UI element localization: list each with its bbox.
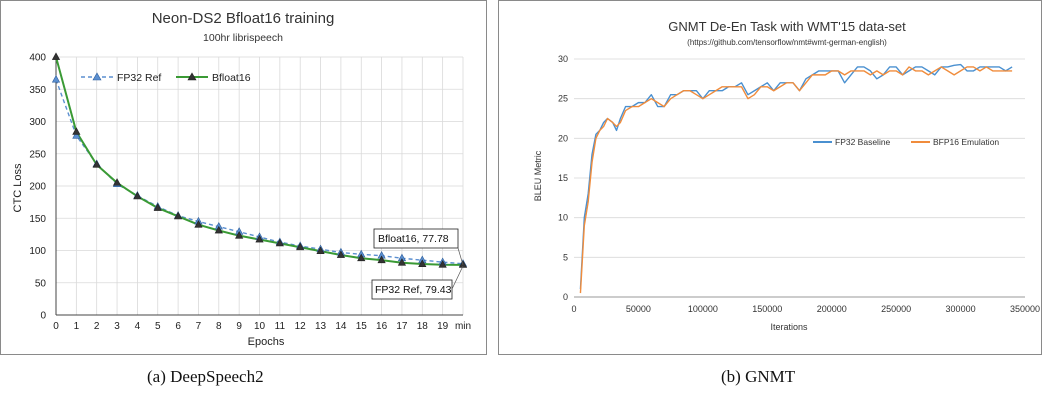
y-tick-label: 0 (40, 311, 46, 322)
data-point-bfloat16 (194, 220, 203, 228)
data-point-bfloat16 (72, 127, 81, 135)
y-tick-label: 150 (29, 214, 46, 225)
data-point-bfloat16 (418, 259, 427, 267)
x-tick-label: 2 (94, 321, 100, 332)
chart-b-legend: FP32 Baseline BFP16 Emulation (813, 137, 999, 147)
chart-b-ylabel: BLEU Metric (533, 150, 543, 201)
data-point-bfloat16 (397, 258, 407, 266)
chart-a-subtitle: 100hr librispeech (203, 32, 283, 44)
data-point-fp32-ref (72, 131, 81, 139)
y-tick-label: 300 (29, 117, 46, 128)
data-point-bfloat16 (275, 238, 284, 247)
x-tick-label: 5 (155, 321, 161, 332)
data-point-bfloat16 (214, 225, 223, 234)
x-tick-label: 18 (417, 321, 429, 332)
x-tick-label: 100000 (688, 304, 718, 314)
data-point-bfloat16 (92, 160, 101, 168)
y-tick-label: 0 (563, 292, 568, 302)
y-tick-label: 200 (29, 182, 46, 193)
chart-b-title: GNMT De-En Task with WMT'15 data-set (668, 19, 906, 34)
x-tick-label: 300000 (946, 304, 976, 314)
data-point-bfloat16 (255, 234, 264, 243)
caption-gnmt: (b) GNMT (721, 367, 796, 386)
data-point-bfloat16 (296, 242, 305, 251)
x-tick-label: 17 (396, 321, 408, 332)
x-tick-label: min (455, 321, 471, 332)
x-tick-label: 12 (295, 321, 307, 332)
data-point-bfloat16 (173, 211, 183, 220)
data-point-bfloat16 (112, 178, 122, 186)
series-line-fp32-baseline (579, 63, 1013, 290)
y-tick-label: 350 (29, 85, 46, 96)
y-tick-label: 400 (29, 53, 46, 64)
data-point-bfloat16 (133, 191, 142, 200)
annotation-fp32-ref: FP32 Ref, 79.43 (375, 284, 452, 296)
x-tick-label: 0 (571, 304, 576, 314)
x-tick-label: 19 (437, 321, 449, 332)
data-point-bfloat16 (316, 246, 325, 255)
data-point-fp32-ref (51, 74, 61, 83)
data-point-bfloat16 (235, 231, 244, 239)
data-point-bfloat16 (357, 253, 366, 262)
legend-marker-bfloat16 (187, 72, 197, 81)
x-tick-label: 15 (356, 321, 368, 332)
x-tick-label: 16 (376, 321, 388, 332)
gnmt-chart-panel: GNMT De-En Task with WMT'15 data-set (ht… (498, 0, 1042, 355)
x-tick-label: 8 (216, 321, 222, 332)
y-tick-label: 25 (558, 94, 568, 104)
data-point-bfloat16 (51, 52, 61, 60)
chart-a-annotations: Bfloat16, 77.78 FP32 Ref, 79.43 (371, 228, 464, 300)
x-tick-label: 0 (53, 321, 59, 332)
data-point-bfloat16 (153, 203, 162, 211)
x-tick-label: 350000 (1010, 304, 1040, 314)
chart-a-legend: FP32 Ref Bfloat16 (81, 72, 251, 84)
x-tick-label: 1 (74, 321, 80, 332)
chart-a-ylabel: CTC Loss (12, 163, 24, 212)
x-tick-label: 200000 (817, 304, 847, 314)
legend-label-fp32-ref: FP32 Ref (117, 72, 161, 84)
legend-label-bfloat16: Bfloat16 (212, 72, 251, 84)
y-tick-label: 100 (29, 246, 46, 257)
y-tick-label: 15 (558, 173, 568, 183)
y-tick-label: 20 (558, 133, 568, 143)
y-tick-label: 10 (558, 213, 568, 223)
x-tick-label: 10 (254, 321, 266, 332)
deepspeech2-chart-panel: Neon-DS2 Bfloat16 training 100hr librisp… (0, 0, 487, 355)
y-tick-label: 5 (563, 252, 568, 262)
x-tick-label: 13 (315, 321, 327, 332)
annotation-bfloat16: Bfloat16, 77.78 (378, 233, 449, 245)
data-point-bfloat16 (377, 255, 386, 264)
chart-b-xlabel: Iterations (770, 322, 808, 332)
y-tick-label: 50 (35, 278, 47, 289)
x-tick-label: 4 (135, 321, 141, 332)
data-point-bfloat16 (336, 250, 346, 258)
chart-b-subtitle: (https://github.com/tensorflow/nmt#wmt-g… (687, 38, 887, 47)
x-tick-label: 6 (175, 321, 181, 332)
deepspeech2-chart: Neon-DS2 Bfloat16 training 100hr librisp… (12, 10, 471, 348)
y-tick-label: 30 (558, 54, 568, 64)
x-tick-label: 11 (275, 321, 286, 332)
caption-deepspeech2: (a) DeepSpeech2 (147, 367, 264, 386)
x-tick-label: 150000 (752, 304, 782, 314)
chart-a-xlabel: Epochs (248, 336, 285, 348)
x-tick-label: 250000 (881, 304, 911, 314)
x-tick-label: 9 (236, 321, 242, 332)
x-tick-label: 14 (335, 321, 347, 332)
x-tick-label: 7 (196, 321, 202, 332)
y-tick-label: 250 (29, 149, 46, 160)
legend-label-bfp16-emulation: BFP16 Emulation (933, 137, 999, 147)
x-tick-label: 50000 (626, 304, 651, 314)
legend-marker-fp32 (92, 72, 102, 81)
series-line-bfp16-emulation (579, 66, 1013, 294)
gnmt-chart: GNMT De-En Task with WMT'15 data-set (ht… (533, 19, 1040, 332)
chart-a-title: Neon-DS2 Bfloat16 training (152, 10, 335, 27)
data-point-bfloat16 (438, 260, 447, 268)
legend-label-fp32-baseline: FP32 Baseline (835, 137, 891, 147)
x-tick-label: 3 (114, 321, 120, 332)
